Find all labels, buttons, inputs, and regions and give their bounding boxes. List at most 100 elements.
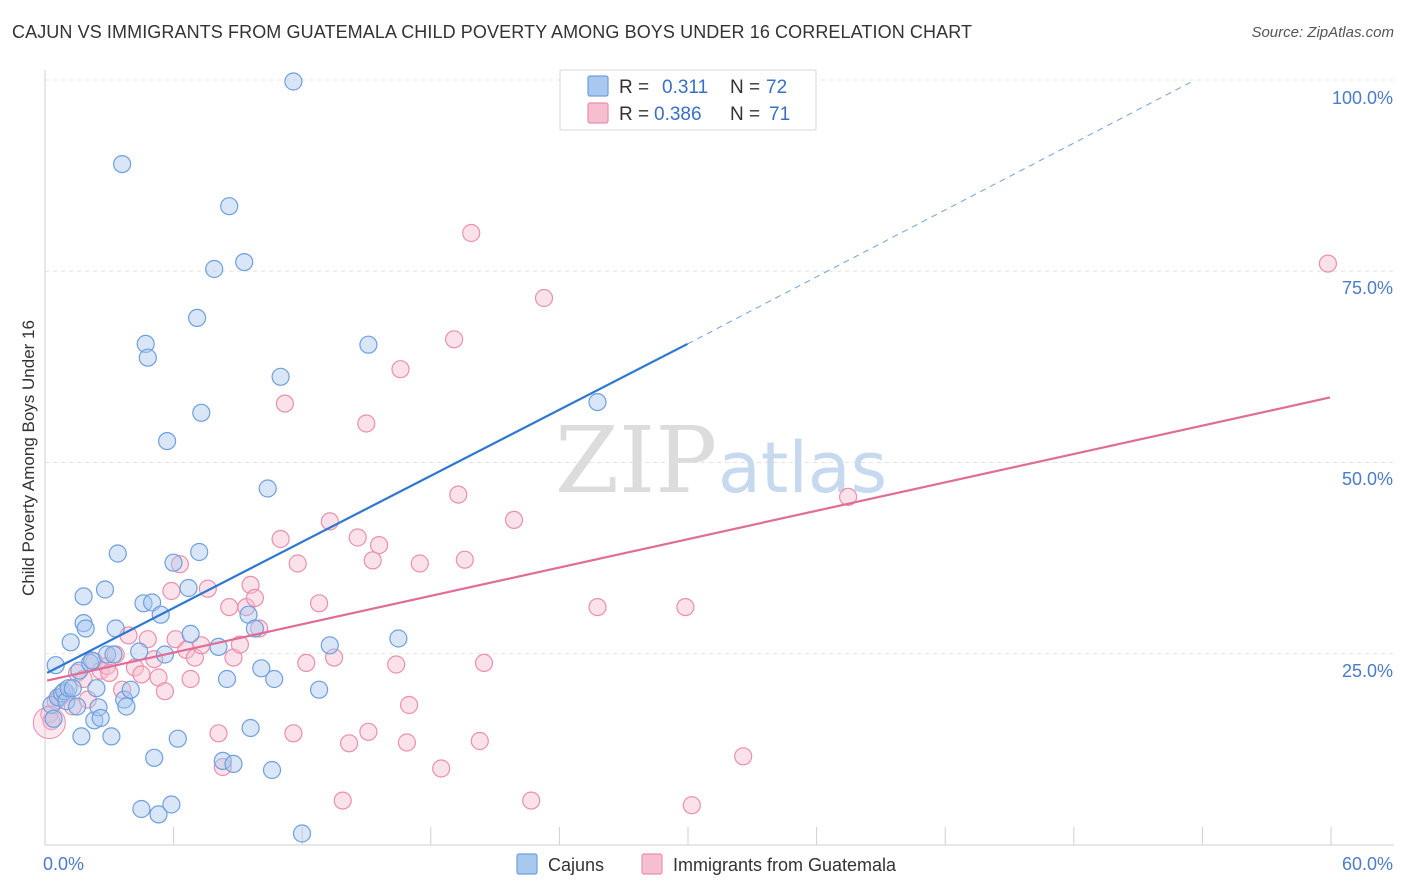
guatemala-point	[522, 791, 541, 810]
cajun-point	[217, 669, 237, 689]
cajun-point	[164, 553, 183, 572]
legend-swatch-cajuns	[587, 75, 609, 97]
guatemala-point	[474, 653, 494, 673]
guatemala-point	[357, 414, 376, 433]
guatemala-point	[333, 791, 352, 810]
cajun-point	[292, 824, 312, 843]
cajun-point	[97, 645, 117, 664]
guatemala-point	[181, 669, 200, 689]
cajun-point	[44, 709, 63, 728]
cajun-point	[162, 795, 181, 814]
cajun-point	[188, 308, 207, 327]
cajun-point	[389, 629, 408, 648]
guatemala-point	[162, 581, 181, 601]
y-tick-label-100: 100.0%	[1332, 88, 1393, 108]
cajun-point	[179, 578, 198, 598]
bottom-legend-label-guatemala: Immigrants from Guatemala	[673, 855, 897, 875]
legend-n-label-cajuns: N =	[730, 77, 760, 98]
guatemala-point	[534, 288, 554, 308]
gridlines	[45, 79, 1394, 655]
cajun-point	[320, 636, 339, 655]
cajun-point	[310, 680, 329, 699]
cajun-point	[89, 698, 108, 717]
guatemala-point	[348, 528, 367, 547]
cajun-point	[108, 544, 127, 563]
guatemala-point-large	[32, 706, 66, 740]
guatemala-point	[155, 682, 174, 701]
legend-n-value-cajuns: 72	[766, 77, 787, 98]
cajun-point	[252, 659, 271, 678]
guatemala-point	[198, 579, 217, 598]
guatemala-point	[275, 394, 294, 413]
guatemala-trend-line	[46, 396, 1331, 682]
guatemala-point	[734, 747, 753, 766]
cajun-point	[271, 367, 290, 386]
cajun-point	[102, 727, 121, 746]
guatemala-point	[340, 734, 359, 753]
cajun-point	[192, 403, 211, 422]
bottom-legend-label-cajuns: Cajuns	[548, 855, 604, 875]
guatemala-point	[170, 555, 189, 574]
cajun-point	[63, 679, 82, 698]
guatemala-point	[462, 223, 481, 243]
legend-n-value-guatemala: 71	[769, 104, 790, 125]
cajun-point	[138, 348, 157, 367]
cajun-point	[149, 805, 168, 824]
guatemala-point	[1318, 254, 1338, 273]
cajun-point	[241, 718, 260, 738]
legend-r-value-guatemala: 0.386	[654, 104, 702, 125]
source-credit: Source: ZipAtlas.com	[1251, 24, 1394, 41]
guatemala-point	[363, 551, 382, 570]
y-tick-label-25: 25.0%	[1342, 661, 1393, 681]
guatemala-point	[400, 695, 419, 715]
cajun-point	[112, 155, 132, 174]
trend-lines	[46, 79, 1331, 682]
cajun-point	[145, 748, 164, 767]
cajun-point	[132, 799, 151, 819]
cajun-point	[588, 393, 607, 412]
legend-r-label-guatemala: R =	[619, 104, 649, 125]
guatemala-point	[230, 635, 249, 654]
guatemala-point	[504, 510, 524, 530]
cajun-point	[136, 334, 155, 353]
cajun-points	[42, 72, 607, 843]
guatemala-point	[387, 655, 406, 674]
y-tick-label-75: 75.0%	[1342, 278, 1393, 298]
guatemala-point	[209, 724, 228, 743]
guatemala-point	[449, 485, 468, 504]
guatemala-points	[32, 223, 1338, 815]
cajun-point	[284, 72, 303, 91]
y-tick-label-50: 50.0%	[1342, 469, 1393, 489]
guatemala-point	[271, 529, 290, 549]
guatemala-point	[391, 360, 410, 379]
guatemala-point	[220, 597, 239, 617]
guatemala-point	[297, 653, 316, 673]
y-axis-label: Child Poverty Among Boys Under 16	[19, 320, 38, 596]
cajun-point	[115, 690, 134, 709]
cajun-point	[258, 479, 277, 498]
guatemala-point	[213, 757, 232, 777]
watermark-atlas: atlas	[718, 427, 887, 509]
guatemala-point	[42, 711, 61, 731]
cajun-point	[130, 642, 149, 661]
guatemala-point	[445, 330, 464, 349]
guatemala-point	[410, 554, 429, 573]
cajun-point	[42, 695, 61, 715]
guatemala-point	[455, 550, 474, 569]
guatemala-point	[682, 796, 701, 815]
legend-r-label-cajuns: R =	[619, 77, 649, 98]
cajun-point	[213, 751, 232, 771]
cajun-point	[224, 754, 243, 774]
x-tick-label-max: 60.0%	[1342, 854, 1393, 874]
cajun-point	[359, 335, 378, 354]
guatemala-point	[138, 630, 157, 649]
guatemala-point	[310, 594, 329, 613]
cajun-trend-extension	[687, 79, 1196, 345]
guatemala-point	[245, 588, 264, 608]
guatemala-point	[432, 759, 451, 778]
cajun-trend-line	[46, 342, 689, 674]
cajun-point	[158, 432, 177, 451]
guatemala-point	[284, 724, 303, 743]
watermark-zip: ZIP	[555, 407, 717, 514]
